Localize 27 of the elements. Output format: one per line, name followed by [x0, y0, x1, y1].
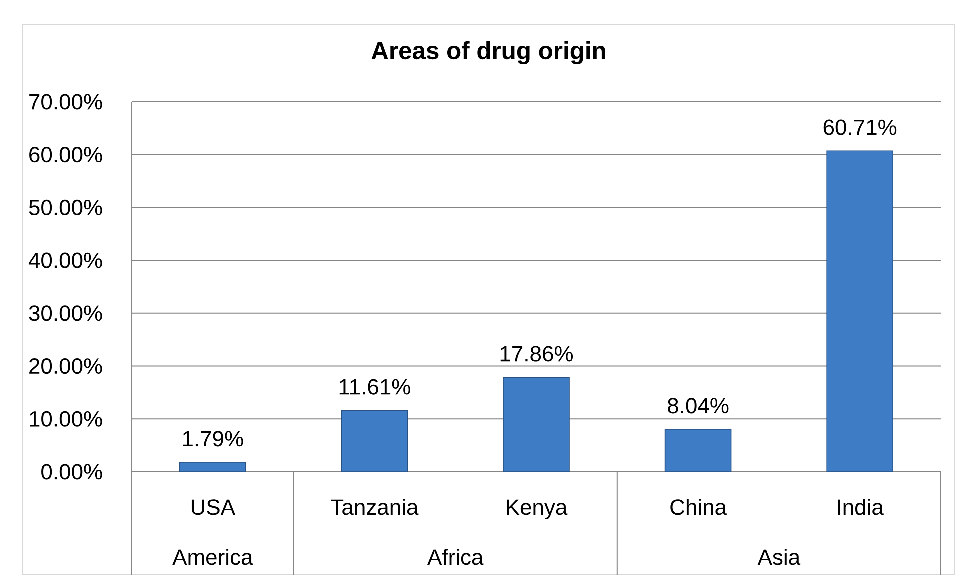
y-tick-label: 70.00%	[30, 94, 102, 110]
y-tick-label: 20.00%	[30, 358, 102, 374]
text: Africa	[428, 549, 484, 566]
y-tick-label: 30.00%	[29, 306, 102, 322]
text: Asia	[758, 549, 801, 566]
y-tick-label: 0.00%	[42, 464, 102, 480]
data-label: 11.61%	[340, 379, 410, 395]
bar	[826, 150, 894, 472]
y-tick-label: 60.00%	[30, 147, 102, 163]
data-label: 60.71%	[824, 120, 897, 136]
x-tick-label: China	[670, 499, 728, 516]
y-tick-label: 50.00%	[29, 200, 102, 216]
data-label: 17.86%	[500, 346, 574, 362]
x-tick-label: USA	[192, 500, 236, 516]
chart-title: Areas of drug origin	[372, 41, 606, 65]
y-tick-label: 40.00%	[28, 252, 102, 268]
data-label: 1.79%	[183, 431, 244, 447]
text: America	[172, 549, 254, 566]
bar	[664, 429, 732, 472]
x-tick-label: Tanzania	[331, 499, 419, 516]
x-tick-label: Kenya	[507, 500, 568, 520]
x-tick-label: India	[838, 499, 884, 516]
bar	[341, 410, 408, 472]
y-tick-label: 10.00%	[30, 411, 102, 427]
bar	[503, 377, 570, 472]
bar	[180, 462, 246, 472]
data-label: 8.04%	[668, 398, 729, 414]
